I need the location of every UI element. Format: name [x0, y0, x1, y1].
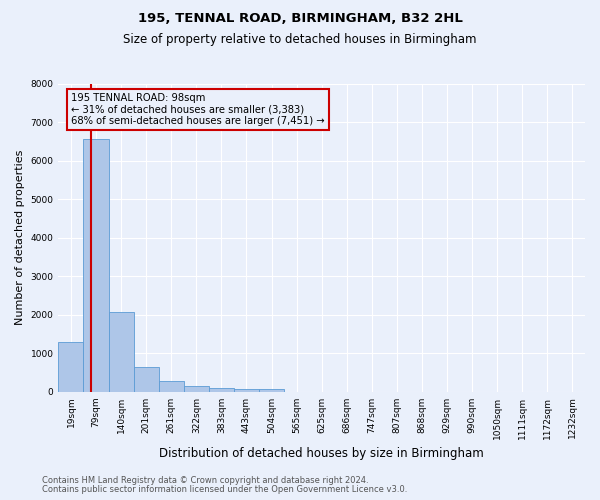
Bar — [184, 386, 209, 392]
Bar — [58, 342, 83, 392]
Text: Size of property relative to detached houses in Birmingham: Size of property relative to detached ho… — [123, 32, 477, 46]
Bar — [259, 390, 284, 392]
Text: Contains HM Land Registry data © Crown copyright and database right 2024.: Contains HM Land Registry data © Crown c… — [42, 476, 368, 485]
Y-axis label: Number of detached properties: Number of detached properties — [15, 150, 25, 326]
Bar — [83, 139, 109, 392]
Text: 195, TENNAL ROAD, BIRMINGHAM, B32 2HL: 195, TENNAL ROAD, BIRMINGHAM, B32 2HL — [137, 12, 463, 26]
X-axis label: Distribution of detached houses by size in Birmingham: Distribution of detached houses by size … — [160, 447, 484, 460]
Bar — [209, 388, 234, 392]
Text: 195 TENNAL ROAD: 98sqm
← 31% of detached houses are smaller (3,383)
68% of semi-: 195 TENNAL ROAD: 98sqm ← 31% of detached… — [71, 93, 325, 126]
Text: Contains public sector information licensed under the Open Government Licence v3: Contains public sector information licen… — [42, 485, 407, 494]
Bar — [234, 390, 259, 392]
Bar — [159, 381, 184, 392]
Bar — [134, 366, 159, 392]
Bar — [109, 312, 134, 392]
